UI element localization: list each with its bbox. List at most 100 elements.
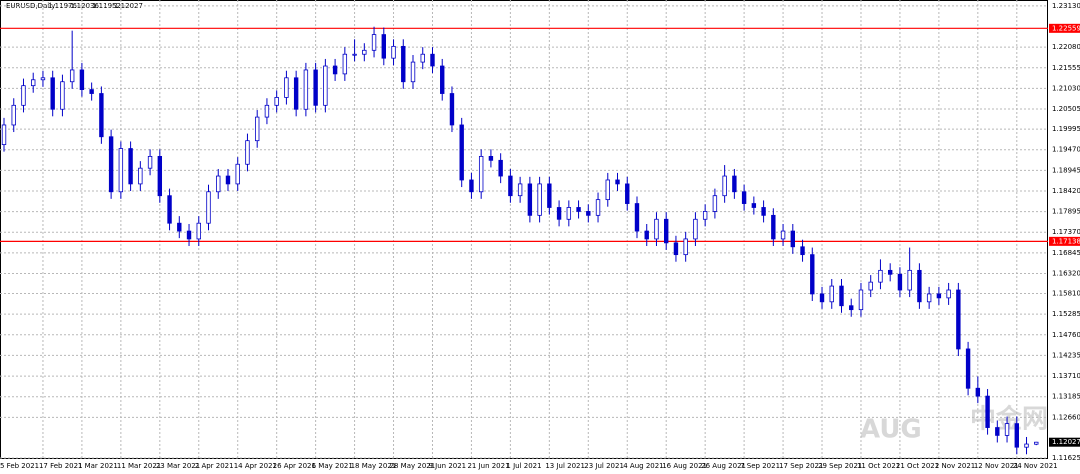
- candle-body: [537, 183, 542, 216]
- y-tick-label: 1.20505: [1052, 105, 1080, 113]
- candle-body: [1034, 441, 1039, 445]
- y-tick-label: 1.17895: [1052, 208, 1080, 216]
- y-tick-label: 1.18945: [1052, 166, 1080, 174]
- candle-body: [138, 167, 143, 185]
- candle-body: [40, 77, 46, 81]
- y-tick-label: 1.14760: [1052, 331, 1080, 339]
- candle-body: [664, 218, 669, 244]
- candle-body: [780, 230, 786, 240]
- candle-body: [790, 230, 796, 248]
- candle-body: [352, 53, 357, 56]
- x-tick-label: 4 Aug 2021: [623, 462, 663, 470]
- candle-body: [293, 77, 299, 110]
- y-tick-label: 1.16320: [1052, 270, 1080, 278]
- candle-body: [274, 97, 279, 106]
- candle-body: [371, 34, 377, 51]
- y-tick-label: 1.16845: [1052, 249, 1080, 257]
- x-tick-label: 7 Sep 2021: [740, 462, 780, 470]
- x-tick-label: 2 Nov 2021: [935, 462, 975, 470]
- ohlc-low: 1.11952: [92, 2, 121, 10]
- candle-body: [313, 69, 318, 106]
- candle-body: [459, 124, 464, 181]
- candle-body: [576, 207, 581, 212]
- candle-body: [69, 69, 75, 83]
- candle-body: [60, 81, 65, 110]
- candle-body: [858, 289, 864, 311]
- candle-body: [381, 34, 386, 59]
- candle-body: [1004, 423, 1010, 436]
- candle-body: [936, 293, 942, 299]
- candle-body: [206, 191, 211, 224]
- x-tick-label: 23 Jul 2021: [584, 462, 624, 470]
- candle-body: [469, 179, 474, 193]
- candle-body: [771, 214, 776, 240]
- price-label-bg: [1049, 437, 1080, 447]
- candle-body: [420, 53, 425, 63]
- candle-body: [887, 269, 893, 275]
- candle-body: [926, 293, 932, 303]
- candle-body: [586, 211, 591, 216]
- candle-body: [245, 140, 250, 165]
- x-tick-label: 24 Nov 2021: [1013, 462, 1058, 470]
- candle-body: [216, 175, 221, 193]
- candle-body: [225, 175, 231, 185]
- candle-body: [323, 65, 328, 106]
- candle-body: [147, 155, 153, 169]
- candle-body: [965, 348, 971, 389]
- y-tick-label: 1.19470: [1052, 146, 1080, 154]
- candle-body: [157, 155, 163, 197]
- candle-body: [849, 305, 854, 311]
- chart-title: EURUSD,Daily: [6, 2, 55, 10]
- candle-body: [303, 69, 309, 110]
- candle-body: [31, 79, 36, 87]
- candle-body: [342, 53, 348, 75]
- watermark: AUG: [860, 415, 922, 445]
- candle-body: [99, 93, 104, 138]
- candle-body: [11, 104, 16, 126]
- candle-body: [868, 281, 873, 291]
- candle-body: [751, 203, 757, 208]
- candle-body: [556, 207, 562, 220]
- x-tick-label: 1 Mar 2021: [78, 462, 118, 470]
- candle-body: [741, 191, 747, 204]
- candle-body: [488, 155, 494, 161]
- candle-body: [917, 269, 922, 303]
- x-tick-label: 14 Apr 2021: [234, 462, 277, 470]
- y-tick-label: 1.17370: [1052, 228, 1080, 236]
- x-tick-label: 29 Sep 2021: [818, 462, 862, 470]
- x-tick-label: 16 Aug 2021: [662, 462, 707, 470]
- candle-body: [79, 69, 85, 90]
- candle-body: [673, 242, 679, 256]
- candle-body: [430, 53, 435, 67]
- x-tick-label: 12 Nov 2021: [974, 462, 1019, 470]
- candle-body: [761, 207, 766, 216]
- x-tick-label: 11 Oct 2021: [857, 462, 900, 470]
- candle-body: [362, 49, 367, 55]
- candle-body: [186, 230, 192, 240]
- candle-body: [654, 218, 659, 240]
- price-label: 1.12027: [1052, 438, 1080, 446]
- level-label-bg: [1049, 236, 1080, 246]
- x-tick-label: 28 May 2021: [390, 462, 436, 470]
- candle-body: [401, 45, 406, 83]
- candle-body: [878, 269, 883, 283]
- y-tick-label: 1.19995: [1052, 125, 1080, 133]
- candle-body: [995, 427, 1000, 436]
- candle-body: [829, 285, 834, 303]
- candle-body: [702, 211, 708, 220]
- x-tick-label: 6 May 2021: [312, 462, 353, 470]
- candle-body: [264, 104, 270, 118]
- candle-body: [547, 183, 552, 208]
- candle-body: [693, 218, 698, 240]
- candle-body: [254, 116, 260, 142]
- candle-body: [683, 238, 688, 256]
- level-label-bg: [1049, 23, 1080, 33]
- y-tick-label: 1.11625: [1052, 454, 1080, 462]
- x-tick-label: 13 Jul 2021: [545, 462, 585, 470]
- ohlc-open: 1.11976: [48, 2, 77, 10]
- y-tick-label: 1.13710: [1052, 372, 1080, 380]
- candle-body: [634, 203, 640, 232]
- candle-body: [527, 183, 533, 216]
- y-tick-label: 1.15810: [1052, 290, 1080, 298]
- x-tick-label: 26 Aug 2021: [701, 462, 746, 470]
